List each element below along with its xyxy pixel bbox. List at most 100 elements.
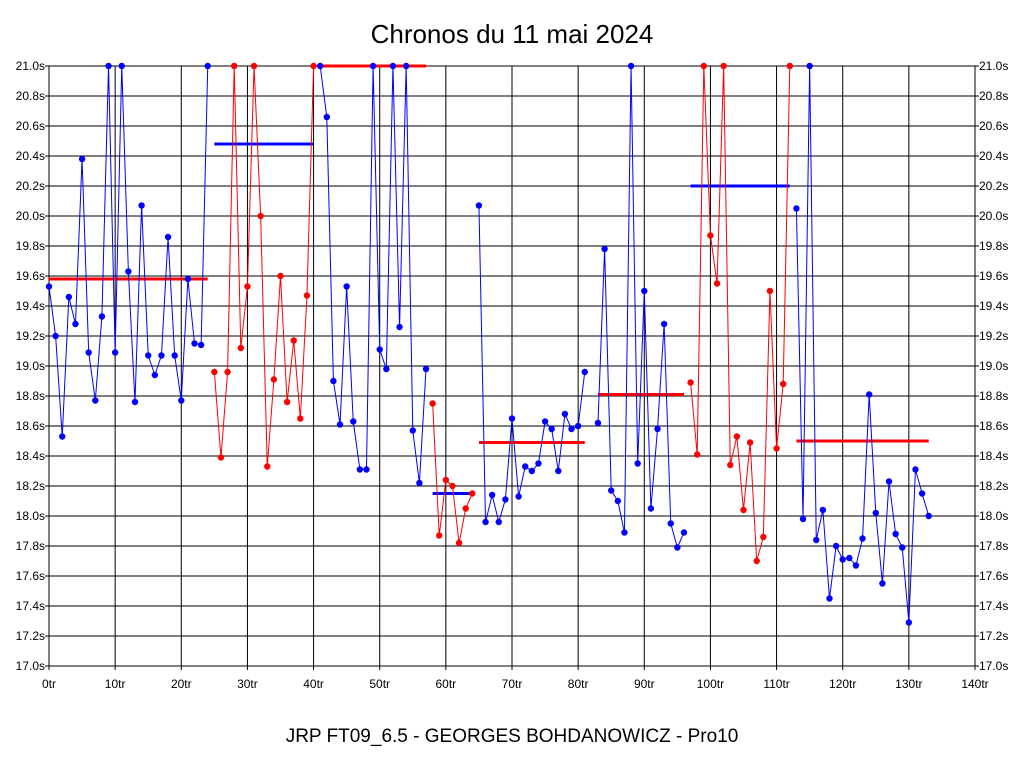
data-point: [363, 466, 370, 473]
data-point: [151, 371, 159, 379]
data-point: [45, 283, 53, 290]
y-tick-label-right: 17.0s: [979, 659, 1008, 673]
data-point: [469, 490, 476, 497]
data-point: [495, 518, 502, 526]
data-point: [627, 62, 635, 70]
data-point: [290, 337, 297, 344]
data-point: [740, 506, 747, 514]
data-point: [59, 433, 66, 440]
data-point: [608, 487, 615, 494]
data-point: [905, 619, 913, 626]
data-point: [356, 466, 364, 473]
data-point: [912, 466, 919, 473]
y-tick-label-right: 18.4s: [979, 449, 1008, 463]
data-point: [687, 379, 694, 386]
data-point: [760, 533, 767, 541]
data-point: [852, 562, 860, 569]
y-tick-label-right: 19.2s: [979, 329, 1008, 343]
x-tick-label: 60tr: [436, 677, 457, 691]
y-tick-label-right: 20.2s: [979, 179, 1008, 193]
data-point: [383, 365, 390, 373]
y-tick-label-right: 19.4s: [979, 299, 1008, 313]
data-point: [515, 493, 522, 500]
data-point: [799, 515, 807, 523]
data-point: [303, 292, 311, 299]
grid: [45, 65, 979, 670]
data-point: [231, 62, 238, 70]
data-point: [680, 529, 688, 536]
data-point: [885, 478, 893, 485]
x-tick-label: 110tr: [763, 677, 789, 691]
data-point: [667, 520, 674, 527]
data-point: [548, 425, 555, 433]
data-point: [369, 62, 377, 70]
data-point: [555, 467, 562, 475]
data-point: [330, 377, 337, 385]
data-point: [647, 505, 655, 512]
x-tick-label: 140tr: [961, 677, 988, 691]
data-point: [436, 532, 443, 539]
y-tick-label-left: 17.4s: [16, 599, 45, 613]
y-tick-label-right: 17.4s: [979, 599, 1008, 613]
data-point: [178, 397, 185, 404]
data-point: [191, 340, 198, 347]
y-tick-label-left: 17.8s: [16, 539, 45, 553]
data-point: [594, 419, 602, 427]
x-tick-label: 20tr: [171, 677, 192, 691]
data-point: [502, 496, 509, 503]
data-point: [832, 542, 840, 550]
y-tick-label-right: 20.0s: [979, 209, 1008, 223]
data-point: [879, 580, 886, 587]
y-tick-label-left: 19.8s: [16, 239, 45, 253]
data-point: [336, 421, 344, 428]
x-tick-label: 90tr: [634, 677, 655, 691]
y-tick-label-right: 21.0s: [979, 59, 1008, 73]
data-point: [310, 62, 317, 70]
y-tick-label-left: 19.4s: [16, 299, 45, 313]
y-tick-label-left: 19.6s: [16, 269, 45, 283]
data-point: [297, 415, 304, 422]
data-point: [793, 205, 800, 212]
data-point: [402, 62, 410, 70]
data-point: [806, 62, 813, 70]
data-point: [561, 410, 569, 418]
data-point: [422, 365, 430, 373]
data-point: [92, 397, 99, 404]
data-point: [429, 400, 436, 407]
data-point: [674, 544, 681, 551]
data-point: [508, 415, 516, 422]
y-tick-label-left: 20.6s: [16, 119, 45, 133]
series-lines: [45, 62, 932, 626]
series-line-red: [690, 65, 791, 562]
data-point: [164, 233, 172, 241]
x-tick-label: 40tr: [303, 677, 324, 691]
y-tick-label-left: 18.2s: [16, 479, 45, 493]
chart-title: Chronos du 11 mai 2024: [371, 19, 654, 49]
x-tick-label: 10tr: [105, 677, 126, 691]
data-point: [237, 344, 245, 352]
data-point: [145, 352, 152, 359]
data-point: [449, 482, 456, 490]
data-point: [826, 595, 833, 602]
data-point: [184, 275, 192, 283]
data-point: [753, 557, 760, 565]
data-point: [574, 422, 582, 430]
y-tick-label-right: 20.8s: [979, 89, 1008, 103]
data-point: [244, 283, 251, 290]
x-tick-label: 70tr: [502, 677, 523, 691]
data-point: [125, 268, 132, 275]
data-point: [660, 320, 668, 328]
data-point: [694, 451, 701, 458]
y-tick-label-left: 20.2s: [16, 179, 45, 193]
data-point: [442, 476, 450, 484]
data-point: [707, 232, 714, 239]
data-point: [535, 460, 542, 467]
data-point: [733, 433, 741, 440]
data-point: [85, 349, 92, 356]
data-point: [727, 461, 734, 469]
y-tick-label-left: 17.0s: [16, 659, 45, 673]
x-tick-label: 0tr: [42, 677, 56, 691]
data-point: [98, 313, 106, 320]
data-point: [283, 398, 291, 406]
